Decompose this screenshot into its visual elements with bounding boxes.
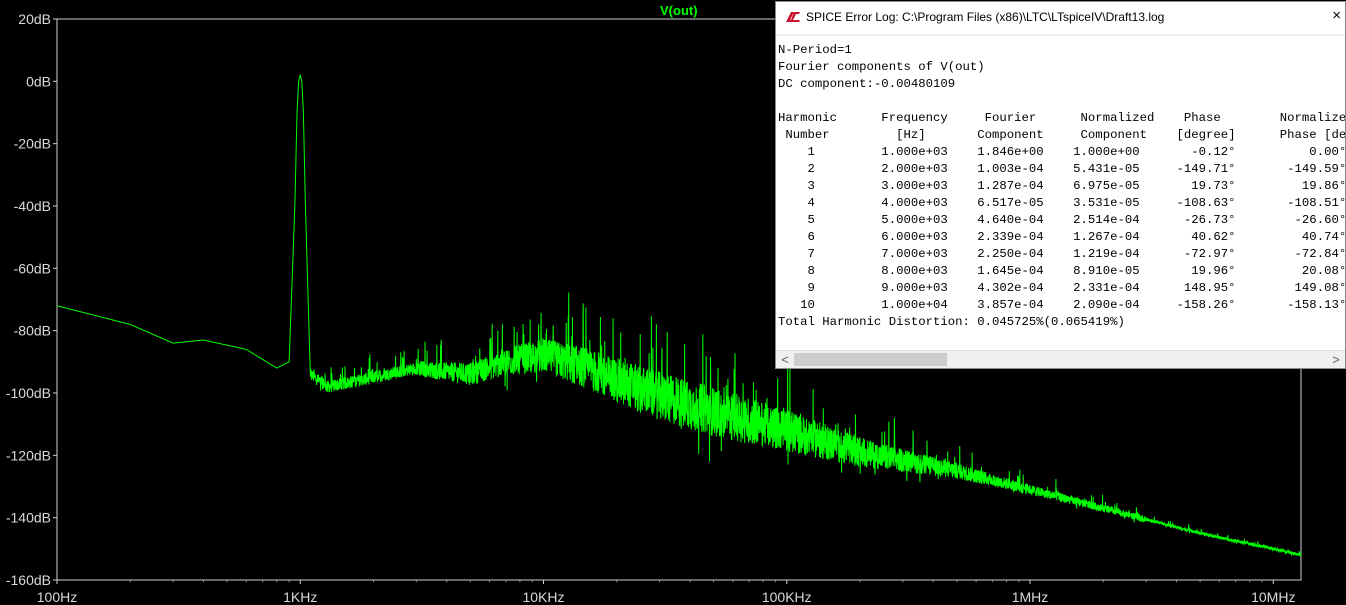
x-tick-label: 100KHz	[762, 589, 812, 605]
y-tick-label: -80dB	[14, 323, 51, 339]
close-button[interactable]: ×	[1332, 7, 1341, 24]
x-tick-label: 10MHz	[1251, 589, 1295, 605]
y-tick-label: -20dB	[14, 136, 51, 152]
log-text-area[interactable]: N-Period=1 Fourier components of V(out) …	[776, 36, 1345, 352]
horizontal-scrollbar[interactable]: < >	[776, 350, 1345, 368]
y-tick-label: -140dB	[6, 510, 51, 526]
ltspice-logo-icon	[786, 12, 800, 22]
y-tick-label: -60dB	[14, 260, 51, 276]
title-bar[interactable]: SPICE Error Log: C:\Program Files (x86)\…	[776, 2, 1345, 34]
y-tick-label: -100dB	[6, 385, 51, 401]
x-tick-label: 1MHz	[1012, 589, 1049, 605]
log-content: N-Period=1 Fourier components of V(out) …	[778, 43, 1345, 329]
y-tick-label: -40dB	[14, 198, 51, 214]
trace-v-out[interactable]	[56, 73, 1302, 557]
x-tick-label: 100Hz	[37, 589, 77, 605]
trace-label[interactable]: V(out)	[660, 3, 698, 18]
x-tick-label: 1KHz	[283, 589, 317, 605]
y-tick-label: 20dB	[18, 11, 51, 27]
window-title: SPICE Error Log: C:\Program Files (x86)\…	[806, 10, 1165, 24]
scroll-left-arrow-icon[interactable]: <	[781, 352, 789, 367]
y-tick-label: -160dB	[6, 572, 51, 588]
y-tick-label: -120dB	[6, 447, 51, 463]
scroll-right-arrow-icon[interactable]: >	[1332, 352, 1340, 367]
spice-error-log-window[interactable]: SPICE Error Log: C:\Program Files (x86)\…	[775, 1, 1346, 369]
x-tick-label: 10KHz	[522, 589, 564, 605]
scrollbar-thumb[interactable]	[794, 353, 947, 366]
y-tick-label: 0dB	[26, 73, 51, 89]
